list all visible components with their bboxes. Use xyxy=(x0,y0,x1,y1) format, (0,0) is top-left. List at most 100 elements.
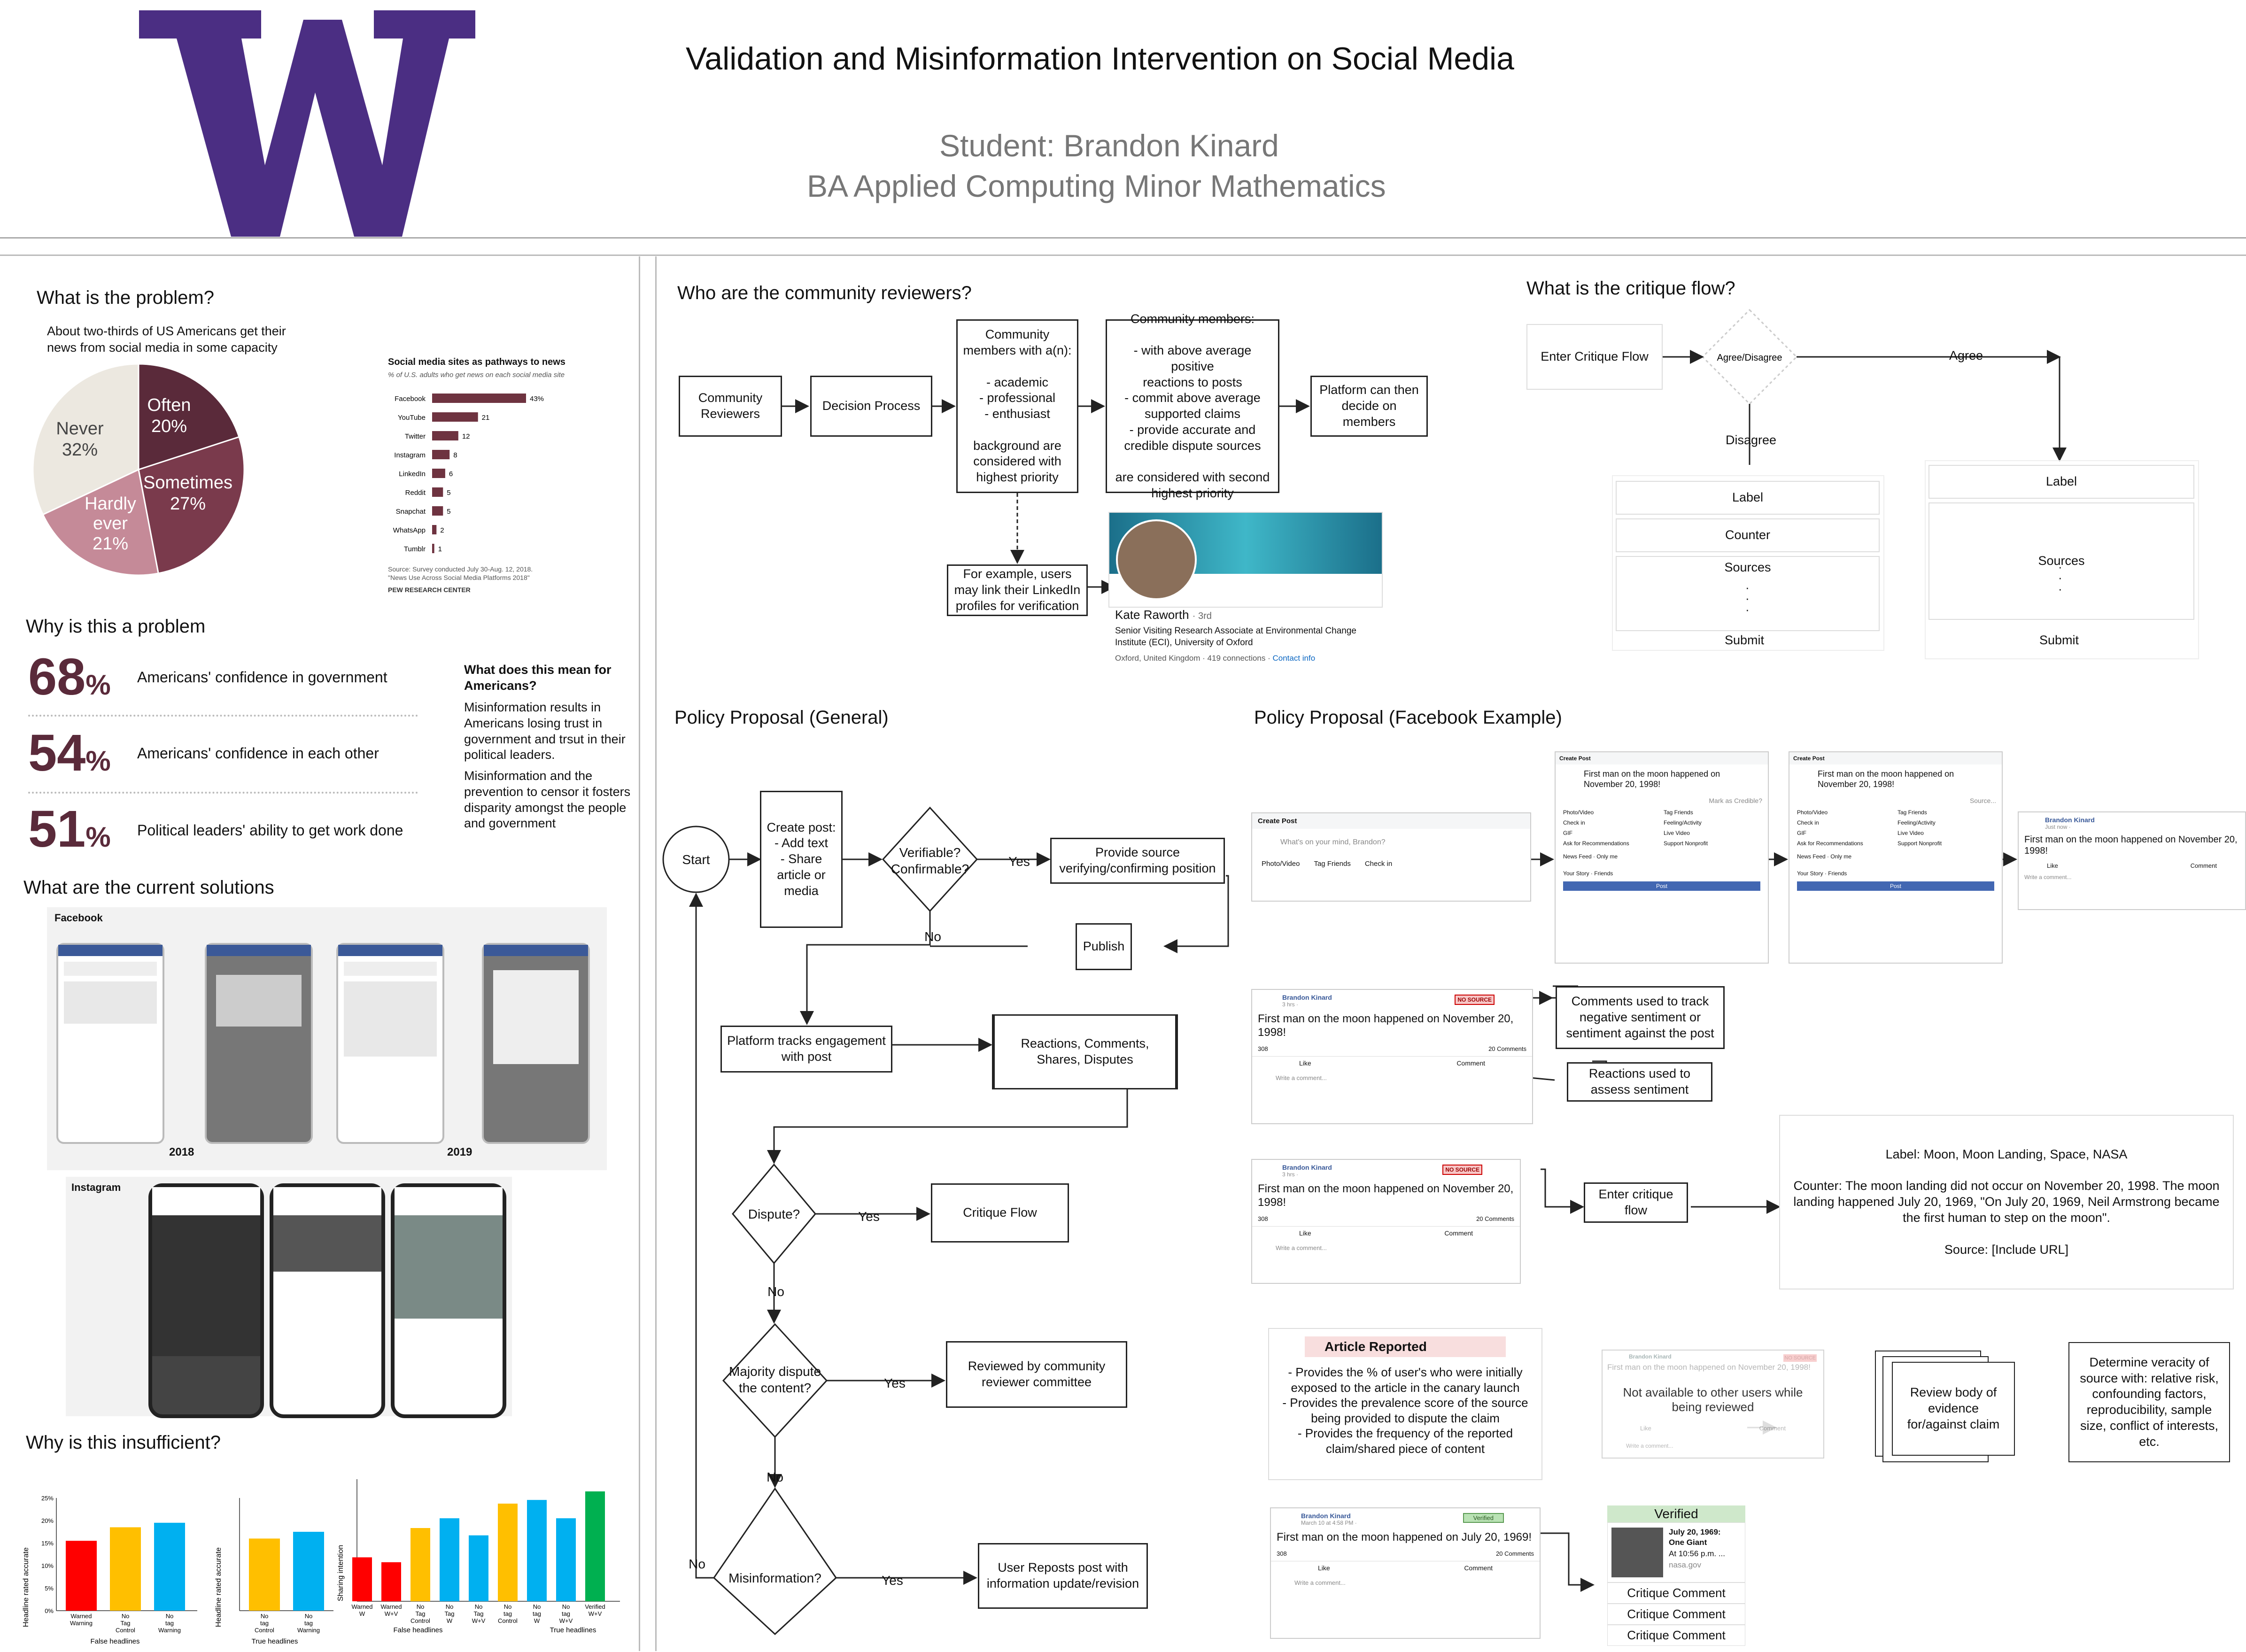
fb-tag-friends[interactable]: Tag Friends xyxy=(1314,860,1351,868)
fb-news-feed-row[interactable]: News Feed · Only me xyxy=(1563,853,1618,860)
fb-your-story-row[interactable]: Your Story · Friends xyxy=(1563,870,1613,877)
fb-menu-item[interactable]: Tag Friends xyxy=(1897,809,1927,816)
fb-mark-credible[interactable]: Mark as Credible? xyxy=(1709,797,1762,805)
critique-comment[interactable]: Critique Comment xyxy=(1607,1583,1745,1604)
fb-comment-button: Comment xyxy=(1759,1425,1786,1432)
fb-post-button[interactable]: Post xyxy=(1563,881,1760,891)
form-field-label[interactable]: Label xyxy=(1928,465,2194,499)
fb-author[interactable]: Brandon Kinard xyxy=(1282,994,1332,1001)
fb-menu-item[interactable]: Check in xyxy=(1797,819,1819,826)
fb-comment-button[interactable]: Comment xyxy=(1464,1564,1493,1572)
stat-51-num: 51 xyxy=(28,800,86,858)
form-field-sources[interactable]: Sources xyxy=(1928,502,2194,620)
fb-menu-item[interactable]: Check in xyxy=(1563,819,1585,826)
bar-chart-title: Social media sites as pathways to news xyxy=(388,357,565,367)
review-body-box: Review body of evidence for/against clai… xyxy=(1892,1362,2015,1456)
fb-comment-count[interactable]: 20 Comments xyxy=(1476,1215,1514,1222)
fb-menu-item[interactable]: GIF xyxy=(1563,830,1572,837)
fb-compose-text[interactable]: First man on the moon happened on Novemb… xyxy=(1584,769,1720,789)
fb-compose-text[interactable]: First man on the moon happened on Novemb… xyxy=(1818,769,1954,789)
fb-write-comment[interactable]: Write a comment... xyxy=(1294,1579,1346,1586)
critique-comment[interactable]: Critique Comment xyxy=(1607,1604,1745,1625)
fb-write-comment[interactable]: Write a comment... xyxy=(1276,1074,1327,1081)
reviewed-box: Reviewed by community reviewer committee xyxy=(946,1341,1127,1408)
fb-menu-item[interactable]: Live Video xyxy=(1664,830,1690,837)
site-label: Reddit xyxy=(405,489,426,497)
site-bar xyxy=(432,431,458,440)
fb-menu-item[interactable]: GIF xyxy=(1797,830,1806,837)
fb-write-comment[interactable]: Write a comment... xyxy=(2024,874,2072,880)
form-field-counter[interactable]: Counter xyxy=(1616,518,1880,552)
bar-category: tag xyxy=(503,1610,512,1617)
stat-51-unit: % xyxy=(85,821,111,853)
fb-comment-button[interactable]: Comment xyxy=(2190,862,2217,869)
verified-article[interactable]: July 20, 1969: One Giant At 10:56 p.m. .… xyxy=(1607,1522,1745,1583)
linkedin-example-box: For example, users may link their Linked… xyxy=(947,564,1088,616)
fb-under-review-post: Brandon Kinard NO SOURCE First man on th… xyxy=(1602,1350,1824,1459)
column-divider-a xyxy=(639,256,640,1651)
bar-category: W+V xyxy=(589,1610,602,1617)
fb-like-button[interactable]: Like xyxy=(1299,1059,1311,1067)
problem-heading: What is the problem? xyxy=(37,287,214,308)
fb-like-button[interactable]: Like xyxy=(2047,862,2058,869)
fb-post-button[interactable]: Post xyxy=(1797,881,1994,891)
submit-button[interactable]: Submit xyxy=(2039,633,2079,647)
member-criteria-box: Community members: - with above average … xyxy=(1106,312,1279,500)
fb-news-feed: News Feed xyxy=(1563,853,1592,860)
article-reported-text: - Provides the % of user's who were init… xyxy=(1282,1365,1528,1456)
stat-51-text: Political leaders' ability to get work d… xyxy=(137,822,403,839)
fb-comment-count[interactable]: 20 Comments xyxy=(1496,1550,1534,1557)
fb-menu-item[interactable]: Photo/Video xyxy=(1797,809,1828,816)
fb-author[interactable]: Brandon Kinard xyxy=(1301,1512,1351,1520)
community-reviewers-box: Community Reviewers xyxy=(679,376,782,437)
fb-comment-button[interactable]: Comment xyxy=(1456,1059,1485,1067)
fb-menu-item[interactable]: Feeling/Activity xyxy=(1664,819,1702,826)
fb-source-field[interactable]: Source... xyxy=(1969,797,1996,805)
verified-time: At 10:56 p.m. ... xyxy=(1669,1549,1726,1558)
fb-comment-button[interactable]: Comment xyxy=(1444,1229,1473,1237)
sources-dots: · · · xyxy=(2058,560,2062,596)
site-label: WhatsApp xyxy=(393,526,426,534)
fb-like-button[interactable]: Like xyxy=(1318,1564,1330,1572)
fb-menu-item[interactable]: Photo/Video xyxy=(1563,809,1594,816)
stat-68-unit: % xyxy=(85,669,111,701)
bar-category: tag xyxy=(304,1620,313,1627)
critique-comment[interactable]: Critique Comment xyxy=(1607,1625,1745,1646)
agree-form xyxy=(1925,460,2199,659)
disagree-form xyxy=(1612,475,1884,651)
fb-write-comment[interactable]: Write a comment... xyxy=(1276,1244,1327,1251)
fb-check-in[interactable]: Check in xyxy=(1364,860,1393,868)
stat-68-num: 68 xyxy=(28,648,86,706)
fb-menu-item[interactable]: Feeling/Activity xyxy=(1897,819,1936,826)
stat-68: 68% xyxy=(28,647,111,707)
form-field-sources[interactable]: Sources xyxy=(1616,556,1880,631)
fb-no-source-post: Brandon Kinard 3 hrs · NO SOURCE First m… xyxy=(1251,989,1533,1124)
fb-like-button[interactable]: Like xyxy=(1299,1229,1311,1237)
fb-news-feed-row[interactable]: News Feed · Only me xyxy=(1797,853,1852,860)
fb-your-story-row[interactable]: Your Story · Friends xyxy=(1797,870,1847,877)
fb-menu-item[interactable]: Live Video xyxy=(1897,830,1924,837)
submit-button[interactable]: Submit xyxy=(1725,633,1765,647)
bar-category: No xyxy=(122,1613,130,1620)
fb-menu-item[interactable]: Ask for Recommendations xyxy=(1797,840,1863,847)
fb-photo-video[interactable]: Photo/Video xyxy=(1262,860,1300,868)
fb-menu-item[interactable]: Support Nonprofit xyxy=(1664,840,1708,847)
stat-divider xyxy=(28,792,418,794)
fb-comment-count[interactable]: 20 Comments xyxy=(1488,1045,1526,1052)
form-field-label[interactable]: Label xyxy=(1616,481,1880,515)
bar-category: Warned xyxy=(70,1613,92,1620)
majority-label-1: Majority dispute xyxy=(729,1364,821,1379)
fb-menu-item[interactable]: Tag Friends xyxy=(1664,809,1693,816)
fb-menu-item[interactable]: Support Nonprofit xyxy=(1897,840,1942,847)
fb-author[interactable]: Brandon Kinard xyxy=(2045,816,2095,824)
fb-whats-on-mind[interactable]: What's on your mind, Brandon? xyxy=(1280,838,1386,846)
fb-author[interactable]: Brandon Kinard xyxy=(1282,1164,1332,1171)
linkedin-contact-info[interactable]: Contact info xyxy=(1272,654,1316,663)
bar-category: Warning xyxy=(158,1627,181,1634)
fb-menu-item[interactable]: Ask for Recommendations xyxy=(1563,840,1629,847)
bar-category: No xyxy=(417,1603,425,1610)
headline-bar xyxy=(498,1504,518,1601)
moon-thumbnail xyxy=(1611,1528,1663,1577)
verified-panel: Verified July 20, 1969: One Giant At 10:… xyxy=(1607,1505,1745,1646)
critique-flow-arrows: Agree/Disagree xyxy=(1663,309,2067,465)
